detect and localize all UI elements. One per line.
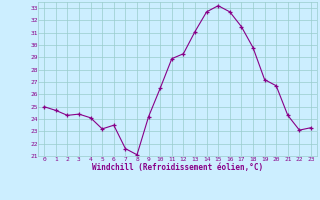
- X-axis label: Windchill (Refroidissement éolien,°C): Windchill (Refroidissement éolien,°C): [92, 163, 263, 172]
